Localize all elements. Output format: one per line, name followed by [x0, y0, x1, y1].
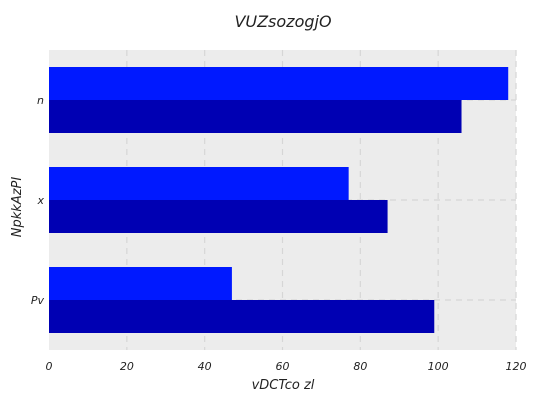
bar — [49, 100, 462, 133]
y-axis-label: NpkkAzPI — [10, 177, 25, 238]
x-tick-label: 120 — [506, 360, 527, 373]
bar — [49, 300, 435, 333]
x-tick-label: 20 — [120, 360, 134, 373]
bar — [49, 167, 349, 200]
chart-title: VUZsozogjO — [234, 12, 331, 31]
bar — [49, 67, 509, 100]
x-tick-label: 40 — [198, 360, 212, 373]
tick-labels: 0 20 40 60 80 100 120 Pv x n — [31, 94, 527, 373]
x-axis-label: vDCTco zl — [252, 378, 315, 393]
y-tick-label: x — [36, 194, 44, 207]
x-tick-label: 100 — [428, 360, 449, 373]
y-tick-label: Pv — [31, 294, 45, 307]
x-tick-label: 60 — [276, 360, 290, 373]
bar — [49, 200, 388, 233]
x-tick-label: 0 — [46, 360, 53, 373]
bars — [49, 67, 509, 333]
bar — [49, 267, 232, 300]
y-tick-label: n — [37, 94, 44, 107]
x-tick-label: 80 — [353, 360, 367, 373]
